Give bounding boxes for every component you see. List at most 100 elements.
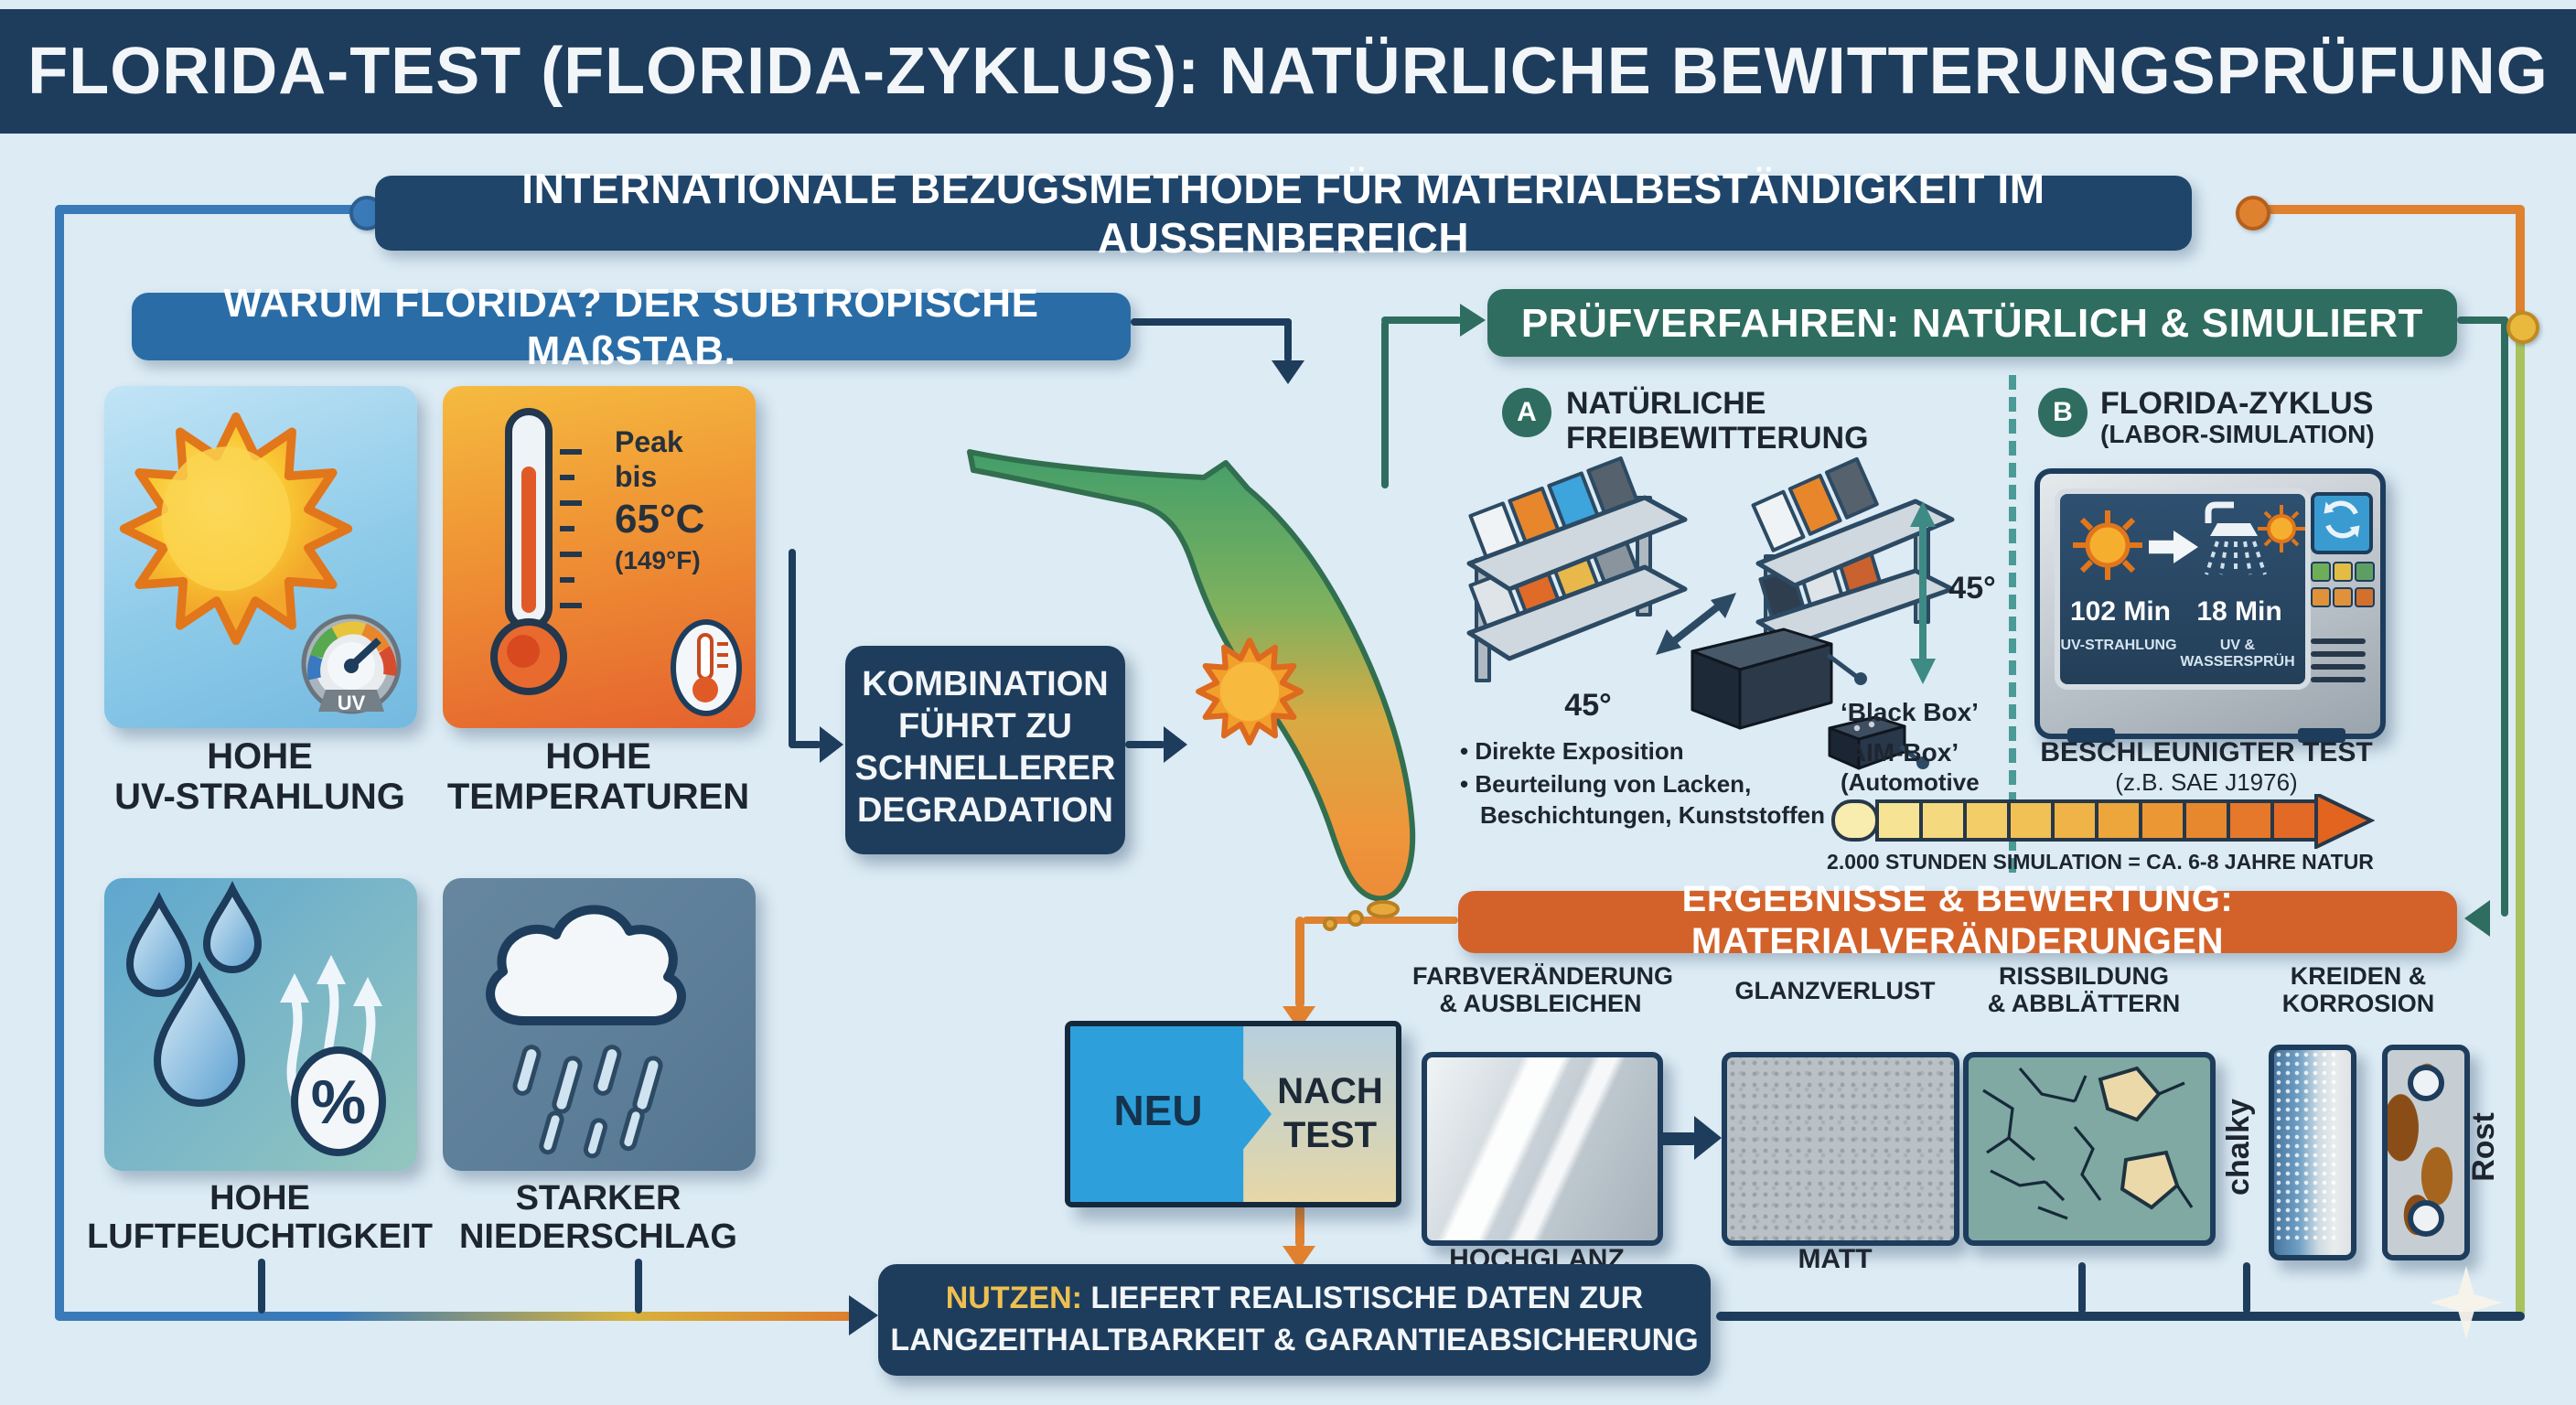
- arrow-into-procedure-header: [1460, 304, 1486, 337]
- chamber-vents: [2311, 631, 2366, 690]
- cycle-icon: [2324, 500, 2360, 539]
- chamber-button[interactable]: [2311, 587, 2331, 607]
- flow-line-left-top: [55, 205, 366, 214]
- flow-line-teal-top: [2457, 316, 2508, 324]
- arrow-down-into-map: [1272, 360, 1304, 384]
- connector-combination-to-map: [1125, 741, 1165, 748]
- title-bar: FLORIDA-TEST (FLORIDA-ZYKLUS): NATÜRLICH…: [0, 9, 2576, 134]
- stub-chalk-to-bottom: [2243, 1262, 2250, 1314]
- card-humidity-label: HOHE LUFTFEUCHTIGKEIT: [87, 1180, 433, 1257]
- sun-icon: [119, 412, 353, 646]
- results-header-text: ERGEBNISSE & BEWERTUNG: MATERIALVERÄNDER…: [1681, 880, 2234, 962]
- connector-results-to-compare-v: [1295, 917, 1304, 1008]
- test-chamber: 102 Min 18 Min UV-STRAHLUNG UV & WASSERS…: [2034, 468, 2386, 739]
- col1-header: FARBVERÄNDERUNG & AUSBLEICHEN: [1412, 962, 1674, 1018]
- acceleration-gradient-bar: [1831, 794, 2375, 849]
- connector-map-to-procedure-v: [1381, 320, 1389, 488]
- chamber-button[interactable]: [2355, 587, 2375, 607]
- crack-pattern: [1982, 1066, 2194, 1220]
- compare-box: NEU NACH TEST: [1065, 1021, 1401, 1207]
- flow-line-right-lime: [2516, 326, 2525, 1319]
- page-title: FLORIDA-TEST (FLORIDA-ZYKLUS): NATÜRLICH…: [27, 33, 2549, 108]
- flow-line-bottom-left: [55, 1312, 853, 1321]
- phase1-label: UV-STRAHLUNG: [2060, 637, 2177, 653]
- stub-humidity-to-bottom: [258, 1259, 265, 1314]
- node-dot-right: [2236, 196, 2270, 231]
- phase1-time: 102 Min: [2069, 596, 2172, 627]
- connector-results-to-compare-h: [1303, 917, 1458, 924]
- angle-label-right: 45°: [1948, 571, 1996, 606]
- col2-header: GLANZVERLUST: [1734, 977, 1936, 1004]
- card-humidity: %: [104, 878, 417, 1171]
- benefit-banner: NUTZEN: LIEFERT REALISTISCHE DATEN ZUR L…: [878, 1264, 1711, 1376]
- badge-b: B: [2038, 388, 2088, 437]
- card-temperature: Peak bis 65°C (149°F): [443, 386, 756, 728]
- results-header: ERGEBNISSE & BEWERTUNG: MATERIALVERÄNDER…: [1458, 880, 2457, 962]
- why-florida-header-text: WARUM FLORIDA? DER SUBTROPISCHE MAßSTAB.: [223, 279, 1039, 372]
- chalky-speckle: [2274, 1050, 2340, 1244]
- stub-rain-to-bottom: [635, 1259, 642, 1314]
- accelerated-test-sub: (z.B. SAE J1976): [2115, 768, 2298, 796]
- flow-line-teal-right: [2501, 316, 2508, 917]
- chamber-button[interactable]: [2355, 562, 2375, 582]
- chamber-buttons[interactable]: [2311, 562, 2375, 607]
- black-box-icon: [1690, 627, 1833, 730]
- aim-box-label: ‘AIM-Box’: [1841, 737, 1959, 767]
- chamber-button[interactable]: [2333, 562, 2353, 582]
- humidity-drops-icon: %: [125, 881, 386, 1156]
- col2-caption: MATT: [1798, 1244, 1873, 1275]
- arrow-into-map: [1164, 726, 1187, 763]
- card-uv-label: HOHE UV-STRAHLUNG: [114, 737, 405, 818]
- cycle-screen: [2311, 492, 2373, 554]
- sparkle-icon: [2430, 1266, 2503, 1339]
- section-b-title: FLORIDA-ZYKLUS (LABOR-SIMULATION): [2100, 386, 2375, 449]
- chalky-strip: [2269, 1045, 2356, 1260]
- gloss-stripes: [1427, 1057, 1658, 1240]
- arrow-into-results-header: [2464, 900, 2490, 937]
- bullet-beurteilung: Beurteilung von Lacken,: [1460, 767, 1853, 799]
- chamber-foot-left: [2067, 728, 2115, 743]
- phase2-label: UV & WASSERSPRÜH: [2180, 637, 2295, 670]
- col4-header: KREIDEN & KORROSION: [2281, 962, 2435, 1018]
- card-rain-label: STARKER NIEDERSCHLAG: [458, 1180, 737, 1257]
- equivalence-text: 2.000 STUNDEN SIMULATION = CA. 6-8 JAHRE…: [1827, 853, 2374, 874]
- why-florida-header: WARUM FLORIDA? DER SUBTROPISCHE MAßSTAB.: [132, 279, 1131, 372]
- benefit-prefix: NUTZEN:: [945, 1280, 1082, 1315]
- thermometer-icon: [490, 408, 582, 695]
- percent-badge-label: %: [311, 1067, 366, 1137]
- chamber-foot-right: [2298, 728, 2345, 743]
- node-dot-corner: [2506, 311, 2539, 344]
- chamber-button[interactable]: [2311, 562, 2331, 582]
- badge-a: A: [1502, 388, 1551, 437]
- bullet-direkte-exposition: Direkte Exposition: [1460, 735, 1853, 767]
- benefit-line1: NUTZEN: LIEFERT REALISTISCHE DATEN ZUR: [945, 1280, 1644, 1315]
- chamber-button[interactable]: [2333, 587, 2353, 607]
- gloss-panel: [1422, 1052, 1663, 1246]
- arrow-into-combination: [820, 726, 843, 763]
- flow-line-right-orange: [2516, 205, 2525, 326]
- procedure-header-text: PRÜFVERFAHREN: NATÜRLICH & SIMULIERT: [1520, 299, 2424, 345]
- exposure-racks-illustration: [1466, 456, 1955, 770]
- section-a-title: NATÜRLICHE FREIBEWITTERUNG: [1566, 386, 1869, 456]
- connector-why-to-map: [1131, 318, 1292, 326]
- water-spray-icon: [2205, 501, 2267, 575]
- card-rain: [443, 878, 756, 1171]
- connector-cards-to-combination-v: [789, 549, 796, 748]
- combination-box: KOMBINATION FÜHRT ZU SCHNELLERER DEGRADA…: [845, 646, 1125, 854]
- angle-label-left: 45°: [1564, 688, 1612, 723]
- rost-label: Rost: [2466, 1112, 2501, 1182]
- gloss-to-matt-arrow: [1694, 1116, 1722, 1160]
- compare-left-neu: [1070, 1026, 1272, 1202]
- stub-crack-to-bottom: [2078, 1262, 2086, 1314]
- rust-hole-top: [2408, 1065, 2444, 1101]
- connector-cards-to-combination-h: [789, 741, 821, 748]
- rust-hole-bottom: [2408, 1200, 2444, 1237]
- uv-gauge-icon: UV: [301, 614, 402, 714]
- temperature-note: Peak bis 65°C (149°F): [615, 428, 705, 574]
- chamber-sun-icon: [2073, 510, 2142, 580]
- matt-panel: [1722, 1052, 1959, 1246]
- tilt-arrow-icon: [1656, 593, 1736, 655]
- connector-map-to-procedure-h: [1381, 316, 1462, 324]
- phase2-time: 18 Min: [2196, 596, 2282, 627]
